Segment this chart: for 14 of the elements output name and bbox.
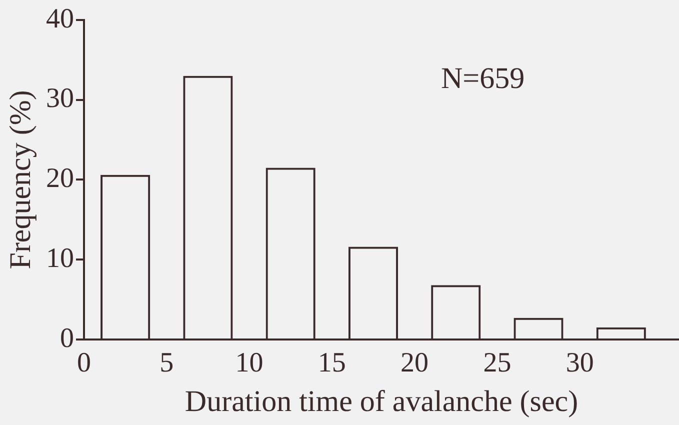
x-tick-label: 10 [235, 348, 264, 379]
x-tick-label: 15 [318, 348, 346, 379]
x-tick-label: 5 [160, 348, 174, 379]
y-tick-label: 10 [46, 242, 74, 274]
x-tick-label: 30 [566, 348, 594, 379]
y-tick-label: 30 [46, 83, 74, 114]
x-tick-label: 25 [483, 348, 512, 379]
y-tick-label: 20 [46, 163, 74, 194]
x-tick-label: 20 [400, 348, 429, 379]
y-axis-title: Frequency (%) [4, 90, 37, 270]
y-tick-label: 40 [46, 3, 74, 34]
y-tick-label: 0 [60, 322, 74, 354]
annotation: N=659 [441, 62, 525, 95]
x-axis-title: Duration time of avalanche (sec) [184, 384, 578, 418]
